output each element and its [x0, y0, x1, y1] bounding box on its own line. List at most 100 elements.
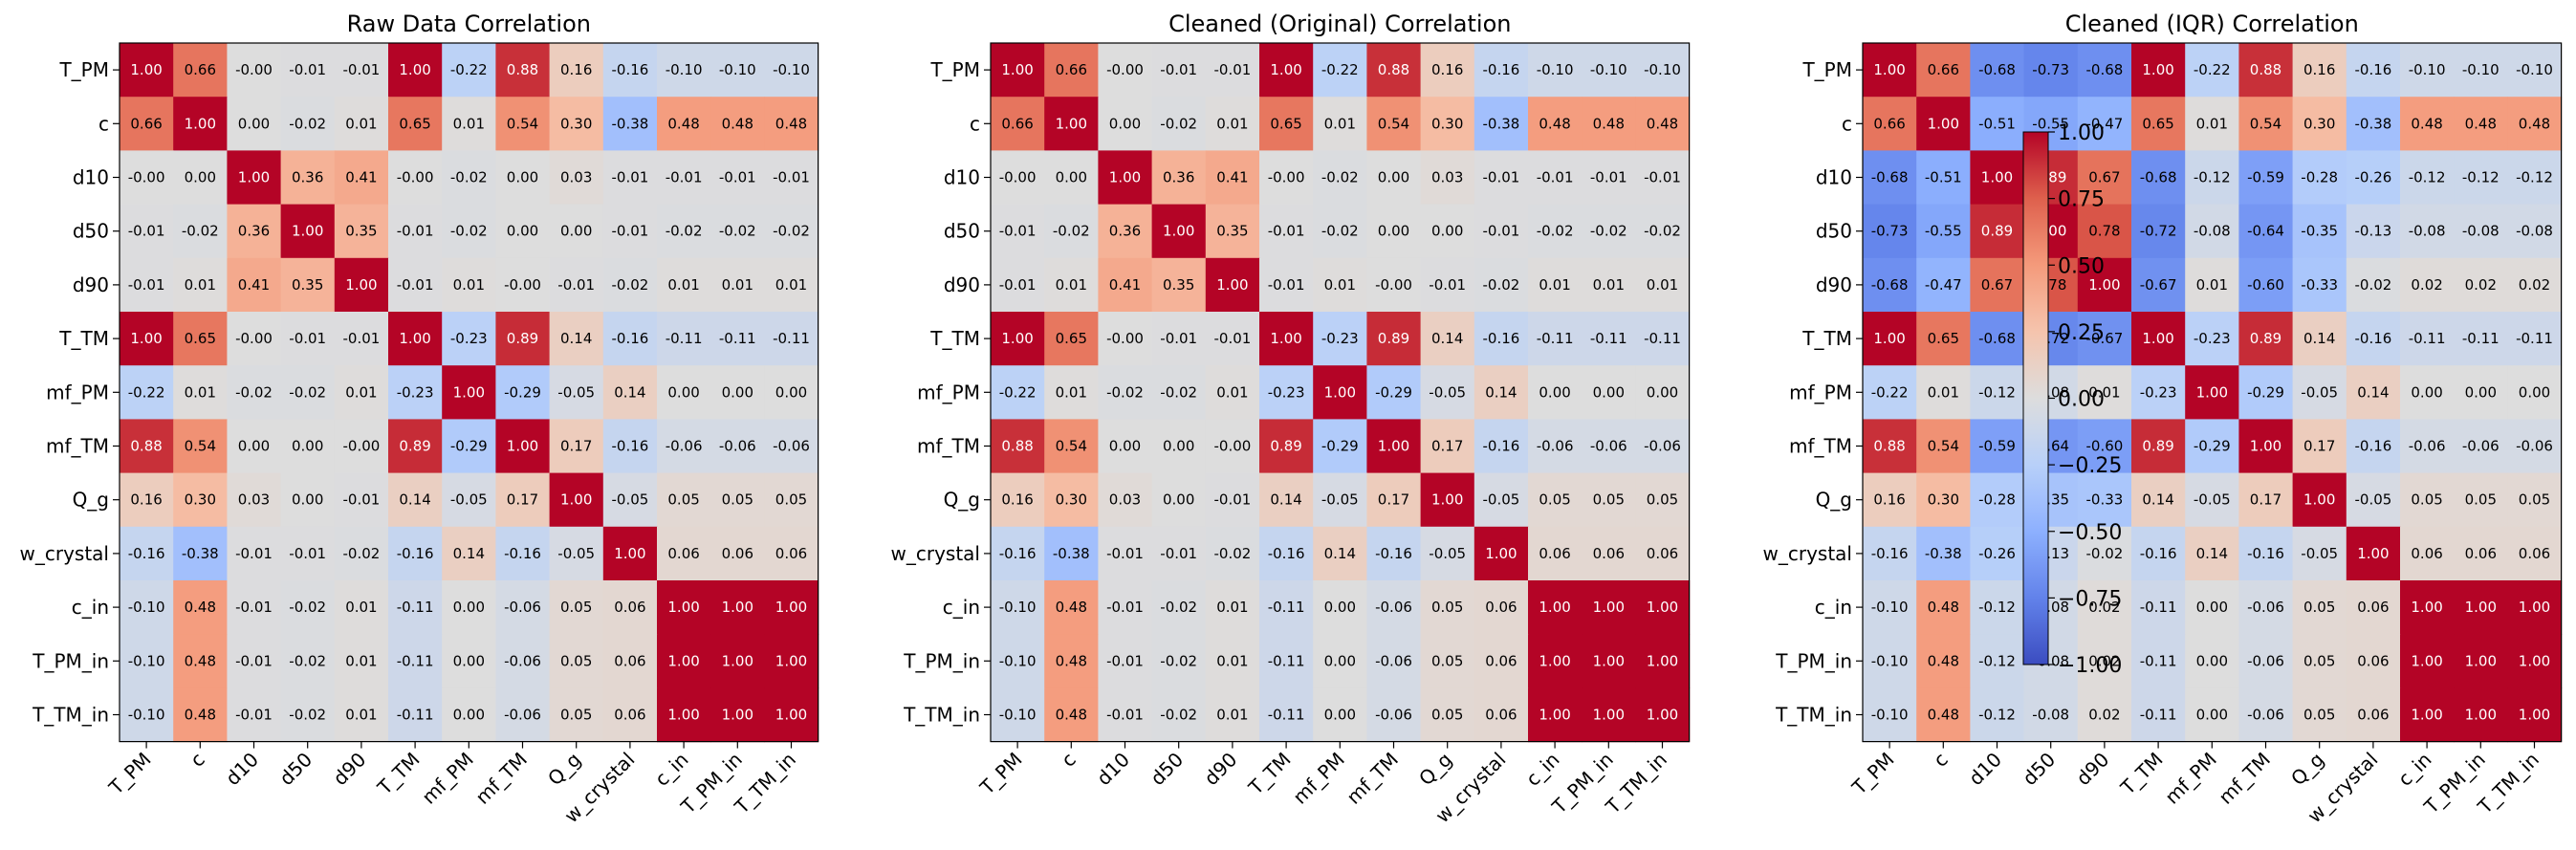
cell-value-label: 0.01 — [185, 276, 216, 294]
heatmap-cell — [2346, 526, 2401, 581]
cell-value-label: 1.00 — [185, 115, 216, 132]
heatmap-cell — [991, 580, 1045, 635]
cell-value-label: -0.55 — [2032, 115, 2069, 132]
heatmap-cell — [1151, 580, 1207, 635]
cell-value-label: -0.02 — [342, 545, 380, 562]
cell-value-label: -0.16 — [2354, 61, 2391, 78]
cell-value-label: 0.01 — [2196, 115, 2228, 132]
heatmap-cell — [657, 312, 711, 366]
cell-value-label: 0.01 — [1928, 383, 1959, 401]
heatmap-cell — [173, 419, 228, 474]
heatmap-cell — [1205, 472, 1260, 528]
heatmap-cell — [1205, 365, 1260, 420]
cell-value-label: -0.23 — [2140, 383, 2177, 401]
heatmap-cell — [1044, 312, 1099, 366]
cell-value-label: -0.02 — [773, 223, 810, 240]
heatmap-cell — [173, 634, 228, 688]
heatmap-cell — [1366, 43, 1422, 98]
heatmap-cell — [2507, 312, 2563, 366]
heatmap-cell — [442, 365, 496, 420]
cell-value-label: 0.41 — [238, 276, 270, 294]
y-tick-label: w_crystal — [1763, 542, 1853, 565]
cell-value-label: -0.01 — [397, 276, 434, 294]
heatmap-cell — [334, 419, 389, 474]
cell-value-label: 0.78 — [2088, 223, 2120, 240]
heatmap-cell — [2454, 204, 2508, 259]
cell-value-label: -0.68 — [1978, 61, 2016, 78]
heatmap-cell — [280, 257, 336, 313]
heatmap-cell — [1151, 204, 1207, 259]
heatmap-cell — [1970, 312, 2025, 366]
heatmap-cell — [1044, 472, 1099, 528]
cell-value-label: -0.02 — [289, 599, 326, 616]
y-tick-label: Q_g — [944, 489, 980, 512]
cell-value-label: -0.01 — [235, 545, 273, 562]
cell-value-label: 0.01 — [2196, 276, 2228, 294]
cell-value-label: -0.02 — [1160, 115, 1197, 132]
cell-value-label: -0.38 — [1925, 545, 1962, 562]
heatmap-cell — [442, 150, 496, 206]
cell-value-label: 0.48 — [1056, 599, 1087, 616]
heatmap-cell — [602, 312, 658, 366]
cell-value-label: -0.29 — [2247, 383, 2284, 401]
heatmap-cell — [442, 687, 496, 743]
cell-value-label: 0.00 — [1163, 491, 1194, 509]
heatmap-cell — [1366, 365, 1422, 420]
heatmap-cell — [1916, 687, 1971, 743]
heatmap-cell — [1259, 43, 1314, 98]
heatmap-cell — [227, 365, 282, 420]
heatmap-cell — [1151, 257, 1207, 313]
cell-value-label: -0.02 — [1482, 276, 1519, 294]
heatmap-cell — [1863, 150, 1917, 206]
heatmap-cell — [2507, 150, 2563, 206]
heatmap-cell — [2292, 97, 2347, 151]
heatmap-cell — [1863, 257, 1917, 313]
heatmap-cell — [2238, 580, 2294, 635]
cell-value-label: 0.00 — [292, 491, 323, 509]
heatmap-cell — [1970, 634, 2025, 688]
cell-value-label: -0.02 — [611, 276, 648, 294]
heatmap-cell — [388, 526, 443, 581]
cell-value-label: -0.11 — [1537, 330, 1574, 347]
cell-value-label: 0.48 — [2411, 115, 2442, 132]
heatmap-cell — [1098, 365, 1153, 420]
heatmap-cell — [2454, 419, 2508, 474]
heatmap-cell — [1098, 526, 1153, 581]
cell-value-label: -0.00 — [1106, 61, 1144, 78]
heatmap-cell — [764, 150, 819, 206]
cell-value-label: 0.17 — [1378, 491, 1409, 509]
y-tick-label: Q_g — [73, 489, 109, 512]
heatmap-cell — [1582, 97, 1636, 151]
heatmap-cell — [2454, 472, 2508, 528]
heatmap-cell — [334, 204, 389, 259]
cell-value-label: 0.14 — [2196, 545, 2228, 562]
heatmap-cell — [602, 580, 658, 635]
panel-title: Raw Data Correlation — [347, 11, 591, 37]
cell-value-label: -0.05 — [2194, 491, 2231, 509]
heatmap-cell — [1151, 687, 1207, 743]
cell-value-label: -0.68 — [2140, 169, 2177, 186]
heatmap-cell — [2400, 150, 2455, 206]
heatmap-cell — [991, 43, 1045, 98]
heatmap-cell — [2238, 150, 2294, 206]
cell-value-label: 0.14 — [2303, 330, 2335, 347]
heatmap-cell — [2292, 580, 2347, 635]
heatmap-cell — [991, 634, 1045, 688]
heatmap-cell — [2131, 204, 2186, 259]
heatmap-cell — [1863, 43, 1917, 98]
cell-value-label: 0.89 — [507, 330, 538, 347]
heatmap-cell — [2346, 150, 2401, 206]
heatmap-cell — [1970, 257, 2025, 313]
heatmap-cell — [764, 204, 819, 259]
heatmap-cell — [1205, 580, 1260, 635]
colorbar-gradient — [2022, 131, 2049, 665]
cell-value-label: -0.10 — [128, 652, 165, 669]
heatmap-cell — [657, 365, 711, 420]
heatmap-cell — [2400, 419, 2455, 474]
cell-value-label: -0.16 — [999, 545, 1037, 562]
y-tick-label: T_PM — [929, 58, 980, 81]
colorbar-tick-label: 0.00 — [2058, 388, 2105, 412]
cell-value-label: 1.00 — [1539, 707, 1570, 724]
cell-value-label: -0.16 — [1482, 61, 1519, 78]
cell-value-label: -0.11 — [1268, 599, 1305, 616]
